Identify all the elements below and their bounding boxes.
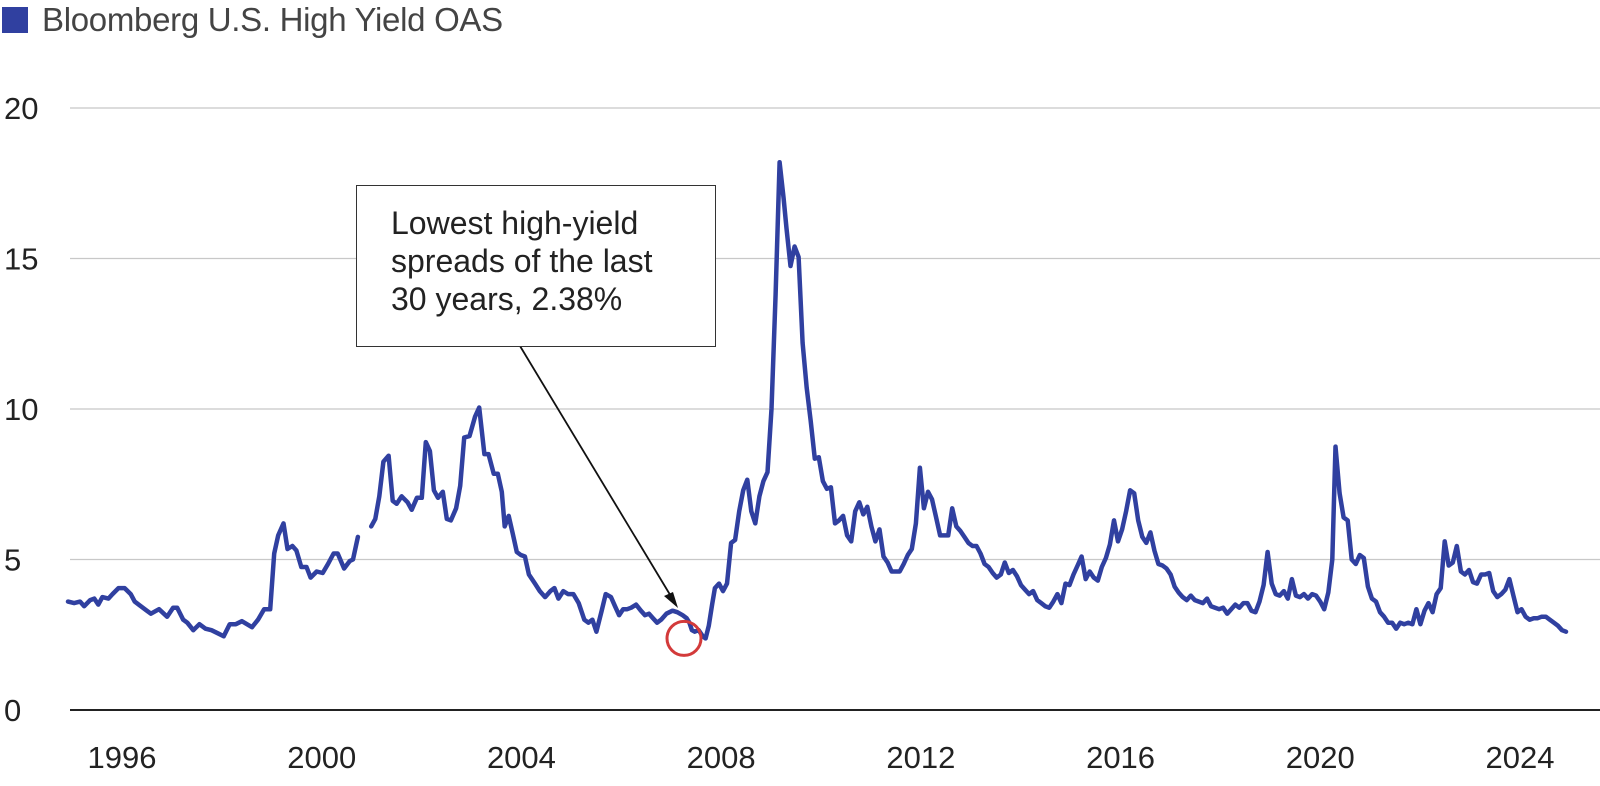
series-group <box>65 159 1569 641</box>
annotation-callout: Lowest high-yield spreads of the last 30… <box>356 185 716 347</box>
legend: Bloomberg U.S. High Yield OAS <box>2 0 503 40</box>
x-tick-label: 1996 <box>88 740 157 775</box>
x-tick-label: 2008 <box>687 740 756 775</box>
gridlines <box>70 107 1600 711</box>
x-tick-label: 2004 <box>487 740 556 775</box>
y-tick-label: 15 <box>4 242 38 277</box>
x-tick-label: 2012 <box>886 740 955 775</box>
y-tick-label: 5 <box>4 543 21 578</box>
legend-swatch <box>2 7 28 33</box>
x-axis-ticks: 1996 2000 2004 2008 2012 2016 2020 2024 <box>88 740 1555 775</box>
x-tick-label: 2016 <box>1086 740 1155 775</box>
y-tick-label: 0 <box>4 693 21 728</box>
y-tick-label: 10 <box>4 392 38 427</box>
x-tick-label: 2024 <box>1486 740 1555 775</box>
lowest-point-marker <box>665 619 703 657</box>
x-tick-label: 2020 <box>1286 740 1355 775</box>
annotation-arrowhead <box>664 592 678 608</box>
annotation-arrow-line <box>519 345 673 599</box>
legend-label: Bloomberg U.S. High Yield OAS <box>42 1 503 38</box>
series-line <box>368 159 1569 641</box>
annotation-group <box>519 345 703 657</box>
y-axis-ticks: 0 5 10 15 20 <box>4 91 38 728</box>
x-tick-label: 2000 <box>287 740 356 775</box>
y-tick-label: 20 <box>4 91 38 126</box>
series-line <box>65 521 361 639</box>
